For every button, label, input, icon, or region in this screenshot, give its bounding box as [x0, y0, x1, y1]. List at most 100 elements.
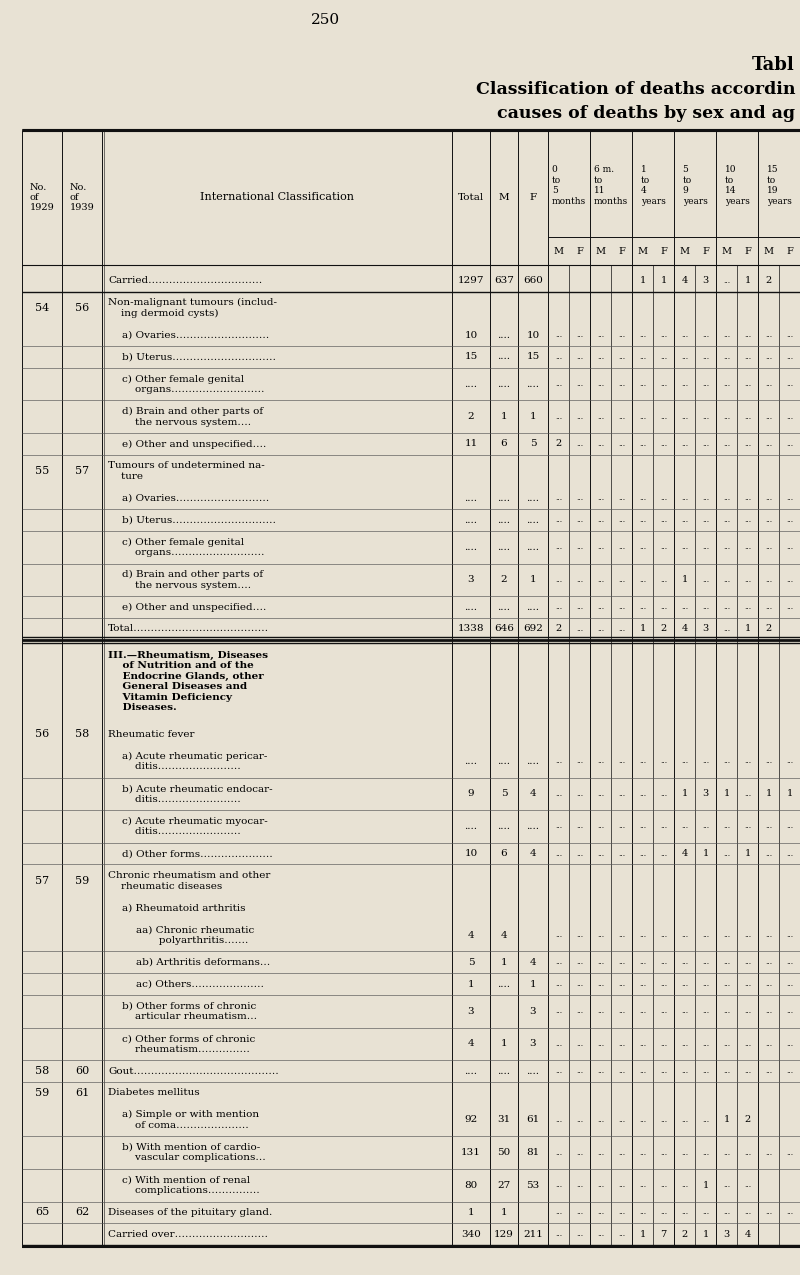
Text: ...: ... [744, 1040, 751, 1048]
Text: ...: ... [576, 959, 583, 966]
Text: 131: 131 [461, 1148, 481, 1158]
Text: causes of deaths by sex and ag: causes of deaths by sex and ag [497, 105, 795, 121]
Text: ....: .... [465, 603, 478, 612]
Text: ...: ... [681, 980, 688, 988]
Text: ...: ... [702, 353, 709, 361]
Text: ...: ... [618, 931, 625, 940]
Text: F: F [576, 246, 583, 255]
Text: 4: 4 [468, 931, 474, 940]
Text: ...: ... [618, 1209, 625, 1216]
Text: 3: 3 [702, 789, 709, 798]
Text: ...: ... [597, 789, 604, 798]
Text: 6 m.
to
11
months: 6 m. to 11 months [594, 166, 628, 205]
Text: ...: ... [555, 1149, 562, 1156]
Text: ...: ... [639, 959, 646, 966]
Text: ...: ... [786, 576, 793, 584]
Text: ...: ... [639, 789, 646, 798]
Text: 2: 2 [682, 1229, 688, 1238]
Text: 4: 4 [530, 958, 536, 966]
Text: ...: ... [702, 931, 709, 940]
Text: 1: 1 [530, 575, 536, 584]
Text: ...: ... [681, 1116, 688, 1125]
Text: ...: ... [660, 1067, 667, 1075]
Text: 56: 56 [75, 303, 89, 314]
Text: ...: ... [723, 1209, 730, 1216]
Text: 15
to
19
years: 15 to 19 years [766, 166, 791, 205]
Text: ...: ... [555, 576, 562, 584]
Text: ac) Others…………………: ac) Others………………… [136, 979, 264, 988]
Text: ....: .... [498, 330, 510, 339]
Text: ...: ... [555, 1181, 562, 1190]
Text: 6: 6 [501, 849, 507, 858]
Text: 1: 1 [530, 979, 536, 988]
Text: ...: ... [660, 1209, 667, 1216]
Text: 2: 2 [766, 277, 772, 286]
Text: ...: ... [597, 959, 604, 966]
Text: a) Simple or with mention
    of coma…………………: a) Simple or with mention of coma………………… [122, 1111, 259, 1130]
Text: ...: ... [660, 516, 667, 524]
Text: ...: ... [660, 576, 667, 584]
Text: ...: ... [765, 380, 772, 388]
Text: ...: ... [723, 603, 730, 611]
Text: ...: ... [597, 516, 604, 524]
Text: 1: 1 [744, 277, 750, 286]
Text: aa) Chronic rheumatic
       polyarthritis…….: aa) Chronic rheumatic polyarthritis……. [136, 926, 254, 945]
Text: 211: 211 [523, 1229, 543, 1238]
Text: ...: ... [576, 332, 583, 339]
Text: 4: 4 [682, 277, 688, 286]
Text: ....: .... [498, 822, 510, 831]
Text: ...: ... [618, 757, 625, 765]
Text: 2: 2 [501, 575, 507, 584]
Text: 250: 250 [310, 13, 339, 27]
Text: ...: ... [786, 495, 793, 502]
Text: ...: ... [702, 980, 709, 988]
Text: ...: ... [744, 516, 751, 524]
Text: b) Uterus…………………………: b) Uterus………………………… [122, 352, 276, 362]
Text: ...: ... [744, 1209, 751, 1216]
Text: ...: ... [597, 1007, 604, 1015]
Text: ...: ... [765, 1067, 772, 1075]
Text: ...: ... [555, 789, 562, 798]
Text: 1: 1 [468, 979, 474, 988]
Text: 2: 2 [555, 440, 562, 449]
Text: International Classification: International Classification [200, 193, 354, 203]
Text: ...: ... [576, 1040, 583, 1048]
Text: ...: ... [555, 1007, 562, 1015]
Text: ...: ... [702, 959, 709, 966]
Text: ...: ... [576, 625, 583, 632]
Text: ...: ... [723, 1040, 730, 1048]
Text: ....: .... [498, 515, 510, 524]
Text: ...: ... [639, 495, 646, 502]
Text: ...: ... [555, 980, 562, 988]
Text: 58: 58 [35, 1066, 49, 1076]
Text: ...: ... [660, 495, 667, 502]
Text: ...: ... [702, 380, 709, 388]
Text: ...: ... [597, 931, 604, 940]
Text: ...: ... [555, 516, 562, 524]
Text: ...: ... [702, 1040, 709, 1048]
Text: ...: ... [786, 440, 793, 448]
Text: ....: .... [526, 493, 539, 502]
Text: ...: ... [618, 789, 625, 798]
Text: 1: 1 [786, 789, 793, 798]
Text: 27: 27 [498, 1181, 510, 1190]
Text: ...: ... [744, 980, 751, 988]
Text: ...: ... [786, 603, 793, 611]
Text: ...: ... [681, 1149, 688, 1156]
Text: ...: ... [786, 543, 793, 551]
Text: ...: ... [681, 353, 688, 361]
Text: ...: ... [786, 413, 793, 421]
Text: 1: 1 [501, 1039, 507, 1048]
Text: ...: ... [576, 576, 583, 584]
Text: ...: ... [765, 495, 772, 502]
Text: ...: ... [618, 332, 625, 339]
Text: ...: ... [576, 1116, 583, 1125]
Text: ...: ... [723, 1181, 730, 1190]
Text: ...: ... [681, 931, 688, 940]
Text: ...: ... [576, 1209, 583, 1216]
Text: a) Rheumatoid arthritis: a) Rheumatoid arthritis [122, 904, 246, 913]
Text: Diseases of the pituitary gland.: Diseases of the pituitary gland. [108, 1207, 272, 1216]
Text: 1: 1 [702, 1181, 709, 1190]
Text: 1: 1 [501, 1207, 507, 1216]
Text: ...: ... [555, 603, 562, 611]
